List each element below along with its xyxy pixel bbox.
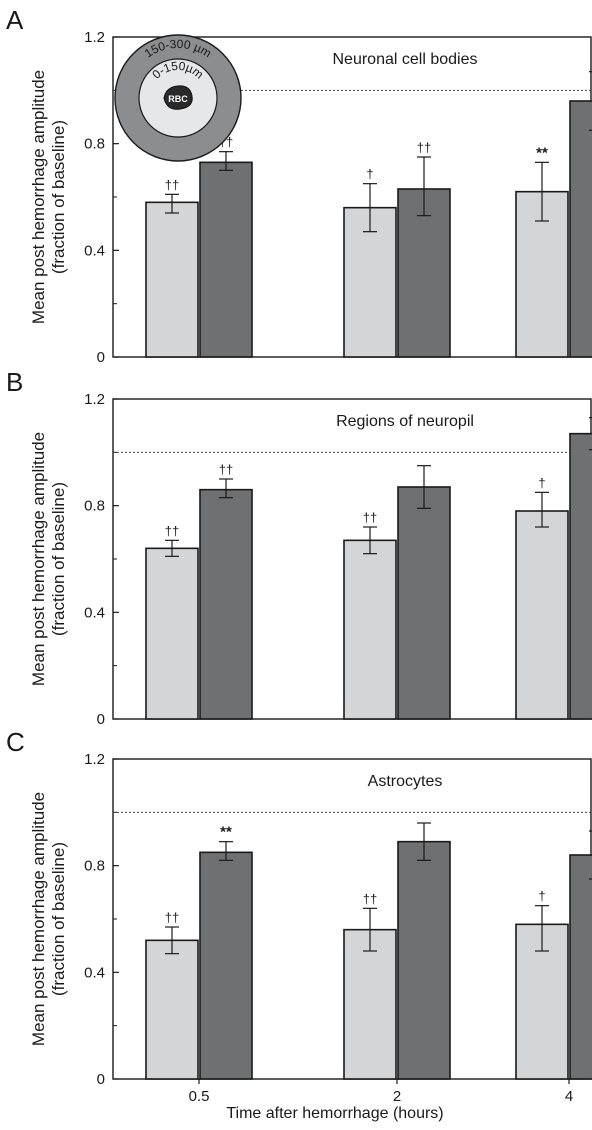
inset-inner-label-path: 0-150µm (149, 59, 206, 82)
rbc-icon (163, 85, 193, 110)
y-axis-label-line1: Mean post hemorrhage amplitude (29, 70, 48, 324)
panel-letter: C (6, 727, 25, 757)
significance-marker: †† (165, 177, 179, 192)
significance-marker: †† (219, 462, 233, 477)
y-tick-label: 0 (97, 1071, 105, 1088)
y-axis-label: Mean post hemorrhage amplitude (fraction … (29, 432, 68, 686)
bar (199, 851, 253, 1080)
panel-title: Neuronal cell bodies (333, 51, 478, 68)
significance-marker: †† (417, 140, 431, 155)
x-tick-label: 4 (565, 1088, 573, 1105)
bar (397, 840, 451, 1080)
panel-title: Regions of neuropil (336, 413, 474, 430)
significance-marker: ** (536, 144, 548, 161)
y-axis-label-line1: Mean post hemorrhage amplitude (29, 792, 48, 1046)
y-tick-label: 0.8 (84, 498, 105, 515)
significance-marker: † (538, 475, 545, 490)
y-axis-label-line1: Mean post hemorrhage amplitude (29, 432, 48, 686)
bar (515, 510, 569, 720)
bar (397, 486, 451, 720)
bar (343, 928, 397, 1080)
bar (199, 488, 253, 720)
panel-b: B 0 0.4 0.8 1.2 Mean post hemorrhage amplitud… (6, 367, 592, 728)
panel-letter: B (6, 367, 23, 397)
y-axis-label-line2: (fraction of baseline) (49, 120, 68, 274)
bar (569, 432, 592, 720)
bar (569, 854, 592, 1080)
y-tick-label: 0.8 (84, 136, 105, 153)
panel-a: A 0 0.4 0.8 1.2 Mean post hemorrhage amplitud… (6, 5, 592, 366)
bar (145, 939, 199, 1080)
panel-letter: A (6, 5, 24, 35)
x-tick-label: 0.5 (189, 1088, 210, 1105)
bar (145, 547, 199, 720)
bar (569, 100, 592, 358)
x-axis-label: Time after hemorrhage (hours) (226, 1105, 443, 1122)
y-axis-label-line2: (fraction of baseline) (49, 842, 68, 996)
bar (199, 161, 253, 358)
significance-marker: †† (165, 523, 179, 538)
inset-inner-label: 0-150µm (149, 59, 206, 82)
y-axis-label: Mean post hemorrhage amplitude (fraction … (29, 792, 68, 1046)
y-tick-label: 1.2 (84, 751, 105, 768)
y-tick-label: 0.4 (84, 604, 105, 621)
y-tick-label: 0.8 (84, 858, 105, 875)
significance-marker: † (366, 167, 373, 182)
panels-group: A 0 0.4 0.8 1.2 Mean post hemorrhage amplitud… (6, 5, 592, 1105)
bar (397, 188, 451, 358)
y-tick-label: 0 (97, 349, 105, 366)
y-tick-label: 0.4 (84, 964, 105, 981)
significance-marker: †† (363, 510, 377, 525)
y-tick-label: 1.2 (84, 391, 105, 408)
y-tick-label: 0 (97, 711, 105, 728)
significance-marker: †† (363, 891, 377, 906)
significance-marker: ** (220, 824, 232, 841)
inset-center-label: RBC (168, 94, 188, 104)
panel-c: C 0 0.4 0.8 1.2 Mean post hemorrhage amplitud… (6, 727, 592, 1105)
x-tick-label: 2 (393, 1088, 401, 1105)
y-tick-label: 0.4 (84, 242, 105, 259)
bar (343, 206, 397, 358)
bar (145, 201, 199, 358)
significance-marker: † (538, 889, 545, 904)
y-tick-label: 1.2 (84, 29, 105, 46)
y-axis-label: Mean post hemorrhage amplitude (fraction … (29, 70, 68, 324)
significance-marker: †† (165, 910, 179, 925)
panel-title: Astrocytes (368, 773, 443, 790)
bar (343, 539, 397, 720)
y-axis-label-line2: (fraction of baseline) (49, 482, 68, 636)
